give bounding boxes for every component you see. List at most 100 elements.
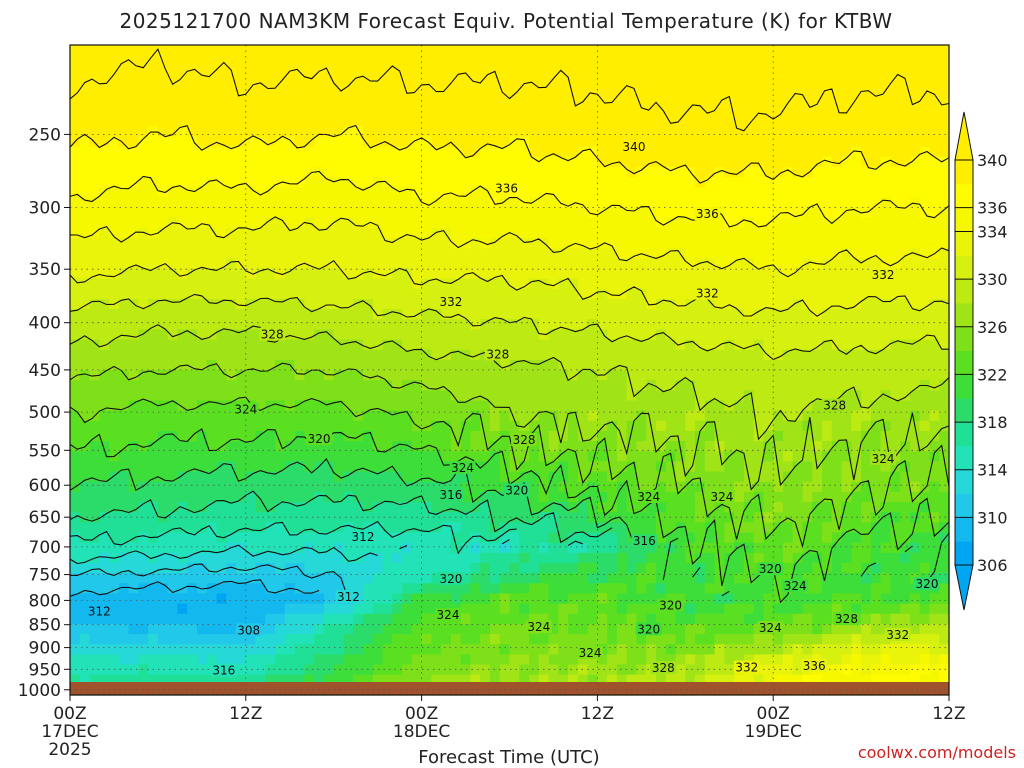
heatmap-cell <box>499 583 511 595</box>
heatmap-cell <box>70 400 81 412</box>
heatmap-cell <box>236 177 247 188</box>
heatmap-cell <box>304 380 315 391</box>
heatmap-cell <box>157 370 169 381</box>
heatmap-cell <box>421 410 432 422</box>
heatmap-cell <box>216 227 227 239</box>
heatmap-cell <box>284 502 296 513</box>
heatmap-cell <box>665 248 677 259</box>
heatmap-cell <box>216 552 227 564</box>
heatmap-cell <box>812 644 823 655</box>
heatmap-cell <box>431 95 442 107</box>
heatmap-cell <box>333 654 345 666</box>
heatmap-cell <box>646 583 657 595</box>
heatmap-cell <box>89 45 100 56</box>
heatmap-cell <box>568 583 579 595</box>
heatmap-cell <box>343 237 354 249</box>
heatmap-cell <box>284 166 296 178</box>
heatmap-cell <box>489 85 501 97</box>
heatmap-cell <box>460 309 472 320</box>
heatmap-cell <box>450 45 462 56</box>
heatmap-cell <box>743 329 755 341</box>
heatmap-cell <box>773 613 784 625</box>
heatmap-cell <box>509 278 520 290</box>
heatmap-cell <box>587 390 598 402</box>
heatmap-cell <box>157 227 169 239</box>
heatmap-cell <box>343 512 354 523</box>
heatmap-cell <box>265 562 276 574</box>
heatmap-cell <box>822 451 833 463</box>
heatmap-cell <box>675 248 686 259</box>
heatmap-cell <box>138 664 149 676</box>
heatmap-cell <box>255 248 266 259</box>
heatmap-cell <box>734 370 745 381</box>
heatmap-cell <box>597 288 608 300</box>
heatmap-cell <box>597 471 608 483</box>
heatmap-cell <box>480 370 491 381</box>
heatmap-cell <box>470 359 481 371</box>
heatmap-cell <box>392 603 403 615</box>
heatmap-cell <box>558 75 569 87</box>
heatmap-cell <box>284 156 296 168</box>
heatmap-cell <box>226 156 237 168</box>
heatmap-cell <box>343 349 354 361</box>
heatmap-cell <box>558 187 569 198</box>
heatmap-cell <box>99 319 110 330</box>
heatmap-cell <box>314 187 325 198</box>
heatmap-cell <box>128 502 139 513</box>
heatmap-cell <box>187 420 198 432</box>
heatmap-cell <box>489 654 501 666</box>
heatmap-cell <box>743 502 755 513</box>
heatmap-cell <box>323 55 335 66</box>
heatmap-cell <box>128 126 139 138</box>
heatmap-cell <box>626 197 638 209</box>
heatmap-cell <box>724 380 735 391</box>
heatmap-cell <box>636 166 647 178</box>
heatmap-cell <box>529 451 540 463</box>
heatmap-cell <box>548 502 559 513</box>
heatmap-cell <box>499 197 511 209</box>
heatmap-cell <box>626 339 638 351</box>
heatmap-cell <box>353 380 364 391</box>
heatmap-cell <box>148 197 159 209</box>
heatmap-cell <box>636 613 647 625</box>
heatmap-cell <box>812 562 823 574</box>
heatmap-cell <box>646 603 657 615</box>
heatmap-cell <box>616 583 628 595</box>
heatmap-cell <box>460 441 472 452</box>
heatmap-cell <box>773 430 784 442</box>
heatmap-cell <box>441 105 452 117</box>
heatmap-cell <box>79 390 91 402</box>
heatmap-cell <box>587 75 598 87</box>
heatmap-cell <box>656 258 667 270</box>
heatmap-cell <box>333 502 345 513</box>
heatmap-cell <box>450 380 462 391</box>
heatmap-cell <box>636 583 647 595</box>
heatmap-cell <box>519 370 530 381</box>
heatmap-cell <box>441 451 452 463</box>
heatmap-cell <box>519 654 530 666</box>
heatmap-cell <box>421 177 432 188</box>
heatmap-cell <box>157 562 169 574</box>
heatmap-cell <box>265 623 276 635</box>
heatmap-cell <box>714 552 725 564</box>
heatmap-cell <box>538 187 550 198</box>
heatmap-cell <box>763 644 774 655</box>
heatmap-cell <box>196 562 208 574</box>
heatmap-cell <box>167 654 179 666</box>
heatmap-cell <box>626 664 638 676</box>
heatmap-cell <box>148 339 159 351</box>
heatmap-cell <box>196 75 208 87</box>
heatmap-cell <box>763 461 774 473</box>
heatmap-cell <box>587 177 598 188</box>
heatmap-cell <box>79 491 91 503</box>
heatmap-cell <box>636 593 647 605</box>
heatmap-cell <box>724 319 735 330</box>
heatmap-cell <box>577 197 589 209</box>
heatmap-cell <box>323 654 335 666</box>
heatmap-cell <box>196 593 208 605</box>
heatmap-cell <box>99 522 110 534</box>
heatmap-cell <box>675 370 686 381</box>
heatmap-cell <box>411 390 423 402</box>
heatmap-cell <box>665 65 677 77</box>
heatmap-cell <box>333 95 345 107</box>
